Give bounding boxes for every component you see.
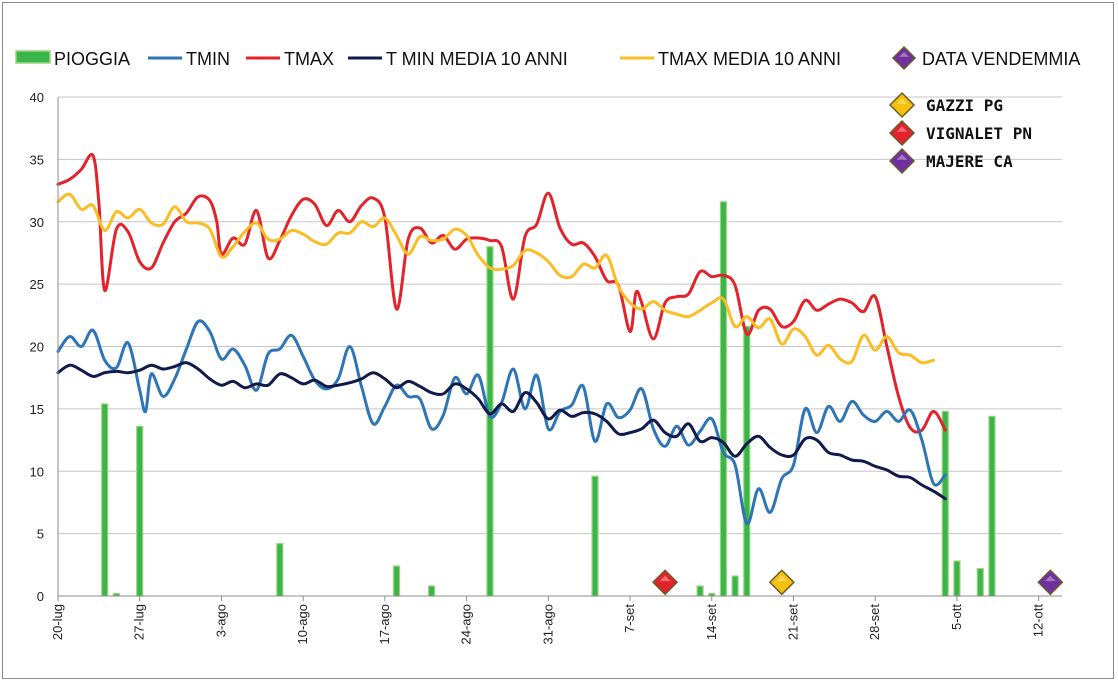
y-tick-label: 0 (37, 589, 44, 604)
marker-majere-ca-shape (1037, 569, 1064, 596)
x-tick-label: 3-ago (213, 604, 228, 637)
temperature-lines (56, 152, 947, 526)
harvest-legend-swatch-gazzi-pg-shape (888, 91, 916, 119)
y-tick-label: 30 (30, 215, 44, 230)
marker-gazzi-pg-shine (776, 575, 788, 582)
bar-pioggia (276, 543, 284, 597)
y-tick-label: 25 (30, 277, 44, 292)
x-tick-label: 20-lug (50, 604, 65, 640)
x-tick-label: 24-ago (459, 604, 474, 644)
marker-vignalet-pn (652, 569, 679, 596)
legend-label-data-vendemmia: DATA VENDEMMIA (922, 49, 1080, 69)
legend-swatch-data-vendemmia (891, 45, 917, 71)
harvest-legend-swatch-gazzi-pg (888, 91, 916, 119)
legend-label-tmax-media-10-anni: TMAX MEDIA 10 ANNI (658, 49, 841, 69)
legend-label-pioggia: PIOGGIA (54, 49, 130, 69)
x-tick-label: 10-ago (295, 604, 310, 644)
bar-pioggia (941, 410, 949, 597)
legend: PIOGGIA TMIN TMAX T MIN MEDIA 10 ANNI TMAX M… (15, 45, 1080, 71)
y-tick-label: 5 (37, 527, 44, 542)
harvest-legend-label-gazzi-pg: GAZZI PG (926, 96, 1003, 115)
marker-majere-ca (1037, 569, 1064, 596)
x-tick-label: 31-ago (540, 604, 555, 644)
bar-pioggia (743, 325, 751, 597)
legend-label-t-min-media-10-anni: T MIN MEDIA 10 ANNI (386, 49, 568, 69)
harvest-legend-label-majere-ca: MAJERE CA (926, 152, 1013, 171)
y-tick-label: 15 (30, 402, 44, 417)
axes: 0 5 10 15 20 25 30 35 40 20-lug 27-lug 3-ago 10-ago 1… (30, 90, 1062, 644)
y-tick-label: 20 (30, 340, 44, 355)
harvest-legend-label-vignalet-pn: VIGNALET PN (926, 124, 1032, 143)
bar-pioggia (101, 403, 109, 597)
bar-pioggia (731, 575, 739, 597)
x-tick-label: 17-ago (377, 604, 392, 644)
x-tick-label: 14-set (704, 604, 719, 641)
harvest-legend-swatch-vignalet-pn-shape (888, 119, 916, 147)
bar-pioggia (136, 425, 144, 597)
y-tick-label: 40 (30, 90, 44, 105)
harvest-legend-swatch-majere-ca (888, 147, 916, 175)
x-tick-label: 7-set (622, 604, 637, 633)
harvest-legend-swatch-vignalet-pn (888, 119, 916, 147)
legend-label-tmax: TMAX (284, 49, 334, 69)
bar-pioggia (719, 201, 728, 597)
x-tick-label: 27-lug (132, 604, 147, 640)
harvest-legend: GAZZI PG VIGNALET PN MAJERE CA (888, 91, 1032, 175)
line-t-min-media-10-anni (56, 361, 947, 501)
marker-gazzi-pg-shape (768, 569, 795, 596)
marker-gazzi-pg (768, 569, 795, 596)
bar-pioggia (591, 475, 599, 597)
legend-label-tmin: TMIN (186, 49, 230, 69)
legend-swatch-data-vendemmia-shape (891, 45, 917, 71)
bar-pioggia (427, 585, 436, 597)
rain-bars (101, 201, 996, 597)
bar-pioggia (953, 560, 961, 597)
harvest-legend-swatch-gazzi-pg-shine (896, 98, 908, 104)
x-tick-label: 12-ott (1031, 604, 1046, 638)
y-tick-label: 10 (30, 464, 44, 479)
marker-majere-ca-shine (1044, 575, 1056, 582)
legend-swatch-data-vendemmia-shine (899, 51, 909, 57)
bar-pioggia (988, 415, 996, 597)
marker-vignalet-pn-shine (659, 575, 671, 582)
legend-swatch-pioggia (15, 50, 51, 64)
harvest-legend-swatch-majere-ca-shine (896, 154, 908, 160)
line-tmin (56, 319, 947, 526)
x-tick-label: 21-set (785, 604, 800, 641)
line-tmax-media-10-anni (56, 192, 936, 365)
bar-pioggia (696, 585, 704, 597)
x-tick-label: 5-ott (949, 604, 964, 630)
bar-pioggia (392, 565, 401, 597)
harvest-legend-swatch-vignalet-pn-shine (896, 126, 908, 132)
marker-vignalet-pn-shape (652, 569, 679, 596)
harvest-markers (652, 569, 1064, 596)
line-tmax (56, 152, 947, 434)
bar-pioggia (486, 246, 494, 597)
bar-pioggia (976, 567, 984, 597)
grid-lines (58, 96, 1062, 597)
y-tick-label: 35 (30, 152, 44, 167)
x-tick-label: 28-set (867, 604, 882, 641)
harvest-legend-swatch-majere-ca-shape (888, 147, 916, 175)
